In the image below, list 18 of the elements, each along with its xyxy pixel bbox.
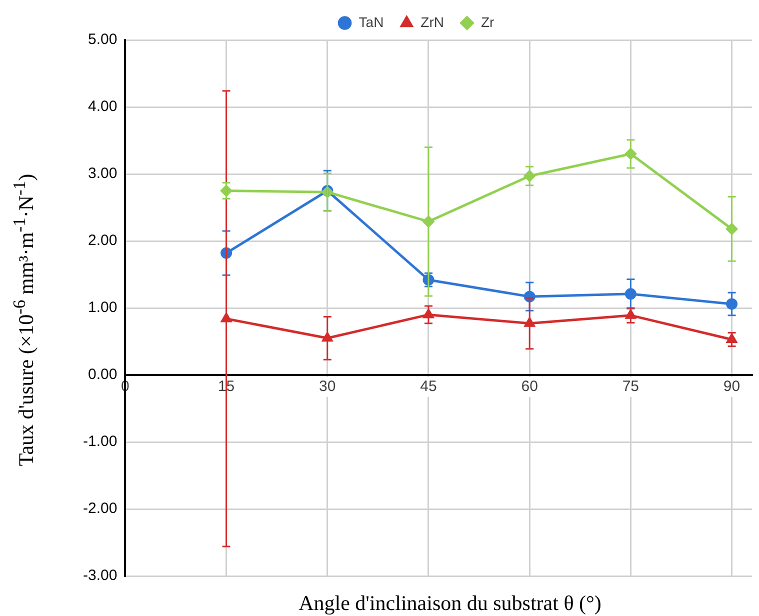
y-tick-label: 2.00 — [88, 232, 118, 250]
x-axis-title: Angle d'inclinaison du substrat θ (°) — [298, 591, 602, 616]
x-tick-label: 45 — [420, 378, 437, 396]
y-tick-label: -1.00 — [82, 433, 118, 450]
y-tick-label: 5.00 — [88, 31, 118, 48]
y-tick-label: -3.00 — [82, 567, 118, 584]
legend-label: TaN — [358, 14, 384, 30]
y-tick-label: 3.00 — [88, 165, 118, 182]
y-tick-label: -2.00 — [82, 500, 118, 518]
x-tick-label: 60 — [521, 378, 538, 396]
x-tick-label: 75 — [622, 378, 640, 396]
y-tick-label: 1.00 — [88, 299, 118, 316]
x-tick-label: 30 — [319, 378, 336, 396]
legend-label: ZrN — [420, 14, 444, 30]
y-tick-label: 4.00 — [88, 98, 118, 116]
x-tick-label: 90 — [723, 378, 740, 396]
legend-label: Zr — [481, 14, 495, 30]
y-tick-label: 0.00 — [88, 366, 118, 384]
